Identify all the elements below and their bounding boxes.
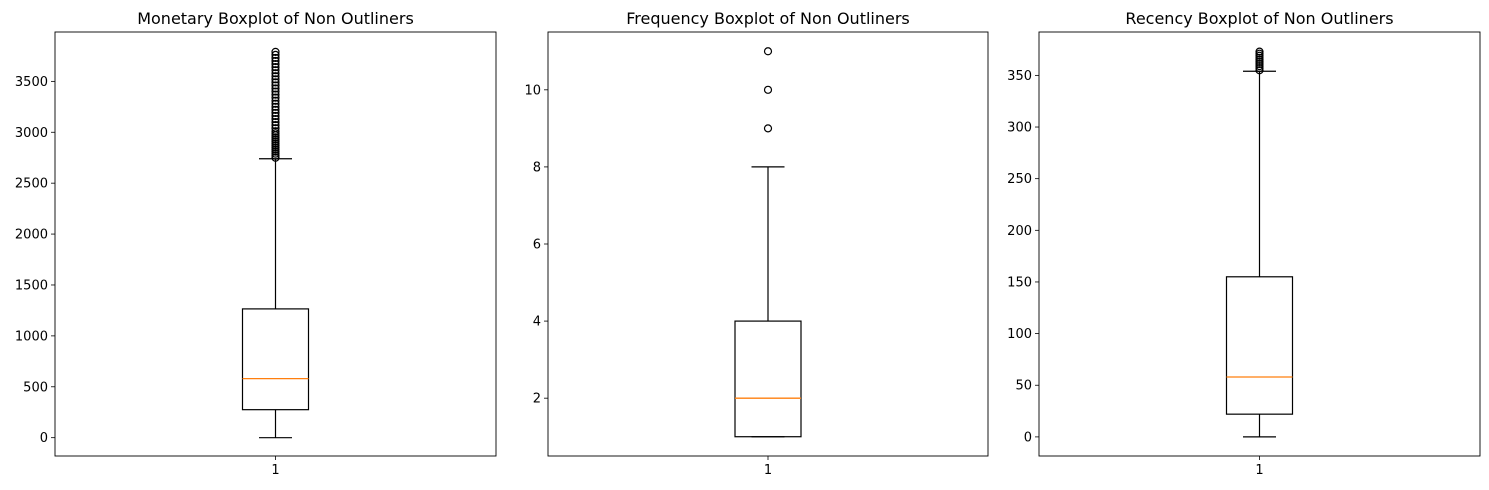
y-tick-label: 1500 [15, 278, 48, 293]
y-tick-label: 300 [1007, 121, 1032, 136]
flier-point [271, 96, 280, 105]
box [734, 320, 802, 438]
flier-point [271, 90, 280, 99]
y-tick-label: 200 [1007, 224, 1032, 239]
y-tick-label: 2000 [15, 228, 48, 243]
y-tick-label: 10 [524, 83, 541, 98]
boxplot-panel-2: Frequency Boxplot of Non Outliners 2 4 6 8 10… [524, 9, 989, 478]
y-tick-label: 2 [533, 392, 541, 407]
flier-point [271, 56, 280, 66]
flier-point [271, 59, 280, 69]
y-tick-label: 250 [1007, 172, 1032, 187]
flier-point [763, 124, 773, 133]
flier-point [271, 53, 280, 63]
y-tick-label: 2500 [15, 177, 48, 192]
y-tick-label: 3000 [15, 126, 48, 141]
x-tick-label: 1 [1255, 463, 1263, 478]
flier-point [271, 47, 280, 56]
flier-point [271, 117, 280, 127]
flier-point [271, 105, 280, 114]
flier-point [271, 102, 280, 111]
box [1225, 276, 1294, 415]
boxplot-panel-3: Recency Boxplot of Non Outliners 0 50 100 15… [1007, 9, 1481, 478]
chart-title: Recency Boxplot of Non Outliners [1125, 9, 1393, 28]
flier-point [271, 111, 280, 121]
flier-point [271, 114, 280, 124]
y-tick-label: 0 [40, 431, 48, 446]
flier-point [271, 81, 280, 90]
flier-point [271, 124, 280, 133]
flier-point [763, 85, 773, 94]
y-tick-label: 500 [23, 380, 48, 395]
flier-point [271, 69, 280, 78]
flier-point [271, 108, 280, 118]
y-tick-label: 100 [1007, 327, 1032, 342]
box [241, 308, 310, 411]
y-tick-label: 150 [1007, 275, 1032, 290]
chart-title: Monetary Boxplot of Non Outliners [137, 9, 414, 28]
flier-point [271, 50, 280, 60]
flier-point [271, 75, 280, 84]
flier-point [271, 127, 280, 136]
flier-point [271, 72, 280, 81]
y-tick-label: 6 [533, 238, 541, 253]
chart-title: Frequency Boxplot of Non Outliners [626, 9, 910, 28]
flier-point [271, 66, 280, 75]
boxplot-panel-1: Monetary Boxplot of Non Outliners 0 500 100… [15, 9, 497, 478]
flier-point [271, 63, 280, 72]
y-tick-label: 1000 [15, 329, 48, 344]
y-tick-label: 50 [1015, 379, 1032, 394]
flier-point [271, 78, 280, 87]
flier-point [271, 84, 280, 93]
flier-point [271, 87, 280, 96]
x-tick-label: 1 [271, 463, 279, 478]
flier-point [763, 47, 773, 56]
y-tick-label: 350 [1007, 69, 1032, 84]
y-tick-label: 3500 [15, 75, 48, 90]
y-tick-label: 8 [533, 160, 541, 175]
flier-point [271, 121, 280, 130]
plot-frame [547, 31, 989, 457]
flier-point [271, 99, 280, 108]
plot-frame [54, 31, 497, 457]
y-tick-label: 4 [533, 315, 541, 330]
flier-point [1255, 47, 1264, 56]
x-tick-label: 1 [764, 463, 772, 478]
plot-frame [1038, 31, 1481, 457]
y-tick-label: 0 [1024, 430, 1032, 445]
flier-point [271, 93, 280, 102]
